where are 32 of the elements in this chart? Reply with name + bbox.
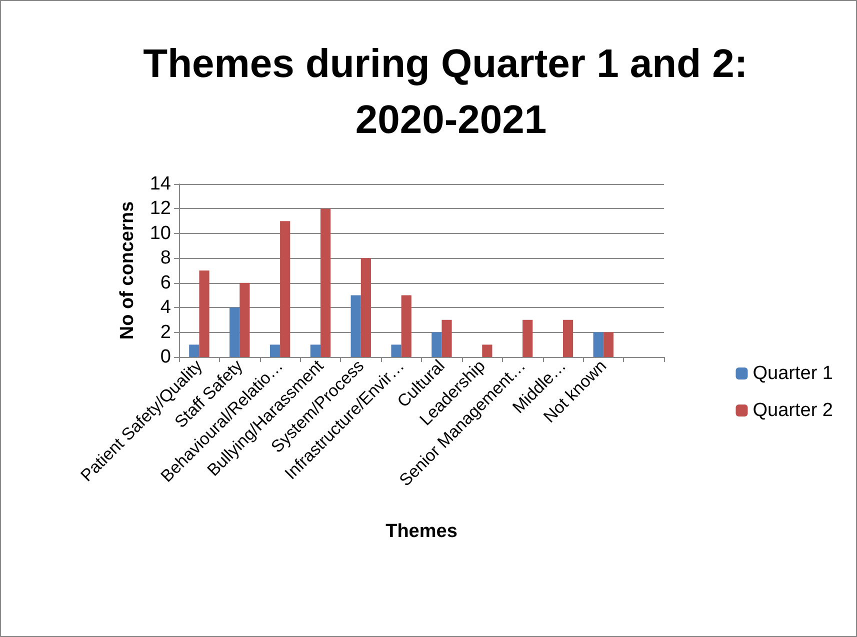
bar xyxy=(562,320,574,357)
y-tick-label: 14 xyxy=(150,174,172,194)
x-axis-title: Themes xyxy=(386,521,458,542)
bar xyxy=(320,208,331,357)
bar xyxy=(270,344,280,357)
bar xyxy=(310,344,320,357)
y-tick-label: 2 xyxy=(160,322,171,343)
bar xyxy=(482,344,492,357)
bar xyxy=(350,295,361,357)
legend-label: Quarter 1 xyxy=(752,363,834,384)
bar xyxy=(280,221,290,357)
y-tick-label: 12 xyxy=(150,198,171,220)
y-tick-label: 0 xyxy=(160,346,171,368)
bar xyxy=(401,295,412,357)
y-tick-label: 6 xyxy=(160,272,171,294)
bar xyxy=(360,258,371,357)
y-tick-label: 8 xyxy=(160,248,171,269)
bar xyxy=(442,320,452,357)
bar xyxy=(240,282,250,357)
bar xyxy=(230,308,240,357)
bar xyxy=(522,320,533,357)
bar xyxy=(603,332,614,357)
bar xyxy=(391,344,402,357)
bar xyxy=(432,332,442,357)
chart-title: Themes during Quarter 1 and 2: 2020-2021 xyxy=(143,42,759,142)
legend-label: Quarter 2 xyxy=(752,400,834,421)
bar xyxy=(593,332,604,357)
y-tick-label: 4 xyxy=(160,297,172,318)
y-axis-title: No of concerns xyxy=(117,201,138,340)
y-tick-label: 10 xyxy=(150,222,171,244)
bar xyxy=(199,270,210,357)
bar xyxy=(189,344,200,357)
